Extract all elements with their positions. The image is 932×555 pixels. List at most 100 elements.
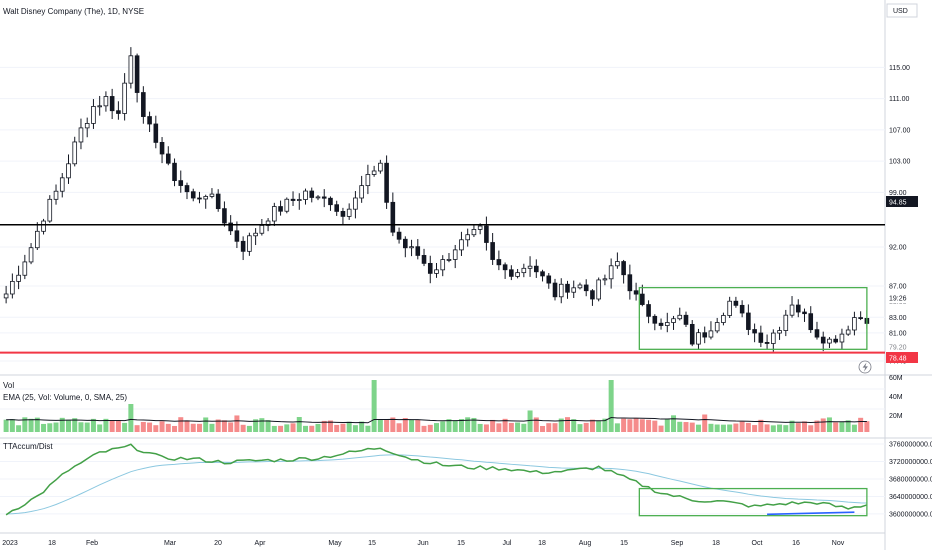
- volume-bar: [22, 417, 28, 432]
- currency-label: USD: [893, 8, 908, 15]
- candle-up: [527, 265, 533, 269]
- accum-tick-label: 3760000000.00: [889, 442, 932, 449]
- candle-down: [159, 142, 165, 155]
- volume-bar: [708, 423, 714, 432]
- candle-up: [53, 190, 59, 200]
- candle-down: [590, 290, 595, 300]
- candle-up: [789, 304, 795, 316]
- volume-bar: [508, 422, 514, 432]
- volume-bar: [471, 417, 477, 432]
- candle-down: [565, 283, 570, 293]
- accum-line: [5, 443, 868, 516]
- candle-up: [664, 322, 670, 326]
- candle-up: [253, 232, 258, 237]
- candle-up: [284, 198, 290, 212]
- price-tick-label: 115.00: [889, 65, 910, 72]
- time-tick-label: May: [328, 540, 342, 547]
- candle-down: [421, 255, 427, 264]
- volume-bar: [396, 423, 402, 432]
- currency-box[interactable]: [886, 3, 918, 18]
- volume-bar: [184, 420, 190, 432]
- candle-down: [820, 336, 826, 344]
- volume-bar: [671, 415, 677, 432]
- volume-bar: [115, 420, 121, 432]
- volume-bar: [165, 423, 171, 432]
- accum-box[interactable]: [638, 487, 868, 517]
- volume-bar: [733, 423, 739, 432]
- candle-down: [184, 185, 190, 193]
- volume-bar: [352, 425, 358, 432]
- candle-down: [633, 290, 639, 295]
- volume-bar: [477, 423, 483, 432]
- candles: [3, 47, 870, 352]
- accum-tick-label: 3720000000.00: [889, 459, 932, 466]
- badge-support-text: 78.48: [889, 356, 907, 363]
- candle-down: [147, 116, 152, 125]
- candle-up: [852, 317, 857, 331]
- volume-bar: [434, 423, 439, 432]
- candle-down: [222, 208, 227, 224]
- volume-bar: [84, 422, 90, 432]
- candle-down: [215, 193, 221, 210]
- volume-bar: [296, 417, 302, 432]
- volume-bar: [714, 424, 720, 432]
- lightning-icon[interactable]: [858, 360, 872, 374]
- volume-bar: [346, 421, 352, 432]
- levels: [0, 224, 885, 354]
- consolidation-box[interactable]: [638, 286, 868, 350]
- volume-bar: [851, 424, 857, 432]
- candle-up: [22, 261, 28, 276]
- candle-up: [72, 141, 78, 165]
- volume-bar: [409, 420, 415, 432]
- volume-bar: [702, 414, 708, 432]
- volume-bar: [59, 417, 65, 432]
- volume-bar: [452, 420, 458, 432]
- volume-bar: [639, 419, 645, 432]
- candle-down: [758, 332, 764, 343]
- price-tick-label: 81.00: [889, 330, 907, 337]
- time-tick-label: 2023: [2, 540, 18, 547]
- candle-up: [84, 123, 90, 129]
- time-tick-label: Sep: [671, 540, 684, 547]
- volume-bar: [140, 421, 146, 432]
- candle-down: [172, 162, 177, 182]
- volume-title: Vol: [3, 381, 14, 390]
- candle-up: [452, 249, 458, 260]
- time-tick-label: Aug: [579, 540, 592, 547]
- candle-up: [209, 193, 215, 197]
- volume-bar: [596, 420, 602, 432]
- candle-down: [403, 238, 408, 249]
- candle-down: [733, 300, 739, 306]
- accum-tick-label: 3640000000.00: [889, 494, 932, 501]
- volume-bar: [833, 422, 839, 432]
- candle-down: [858, 317, 863, 319]
- time-tick-label: 16: [792, 540, 800, 547]
- candle-down: [583, 284, 589, 292]
- volume-bar: [658, 425, 664, 432]
- volume-bar: [727, 424, 733, 432]
- accum-trendline[interactable]: [767, 511, 855, 516]
- volume-bar: [652, 420, 658, 432]
- volume-bar: [221, 420, 227, 432]
- volume-bar: [677, 421, 683, 432]
- volume-bar: [90, 418, 96, 432]
- accum-axis: 3760000000.00 3720000000.00 3680000000.00 3…: [889, 442, 932, 519]
- accum-ma-line: [6, 454, 867, 515]
- price-tick-label: 99.00: [889, 190, 907, 197]
- volume-bar: [845, 420, 851, 432]
- candle-down: [390, 201, 396, 233]
- volume-bar: [764, 424, 770, 432]
- volume-bar: [271, 425, 277, 432]
- volume-bar: [190, 423, 196, 432]
- candle-up: [28, 247, 34, 263]
- volume-bar: [614, 423, 620, 432]
- candle-down: [228, 222, 233, 232]
- time-tick-label: Feb: [86, 540, 98, 547]
- volume-bar: [384, 419, 390, 432]
- candle-down: [153, 123, 159, 143]
- accum-tick-label: 3600000000.00: [889, 511, 932, 518]
- candle-up: [315, 196, 321, 199]
- candle-up: [602, 278, 608, 281]
- candle-up: [303, 190, 308, 200]
